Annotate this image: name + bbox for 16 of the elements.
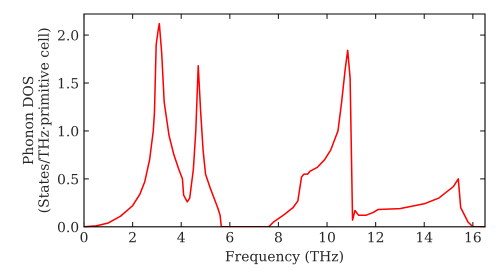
x-tick-label: 2	[129, 232, 136, 242]
x-tick-label: 12	[368, 232, 384, 242]
x-tick-label: 16	[466, 232, 481, 242]
x-tick-label: 0	[80, 232, 88, 242]
x-tick-label: 4	[177, 232, 185, 242]
x-tick-label: 14	[417, 232, 432, 242]
y-tick-label: 2.0	[58, 30, 78, 41]
x-tick-label: 6	[226, 232, 234, 242]
x-tick-label: 10	[320, 232, 335, 242]
y-tick-label: 0.0	[58, 222, 78, 232]
y-axis-title: Phonon DOS (States/THz·primitive cell)	[22, 28, 52, 212]
x-axis-title: Frequency (THz)	[226, 250, 343, 264]
y-tick-label: 1.0	[58, 126, 78, 136]
y-tick-label: 0.5	[58, 174, 78, 184]
x-tick-label: 8	[274, 232, 282, 242]
y-tick-label: 1.5	[58, 78, 78, 88]
